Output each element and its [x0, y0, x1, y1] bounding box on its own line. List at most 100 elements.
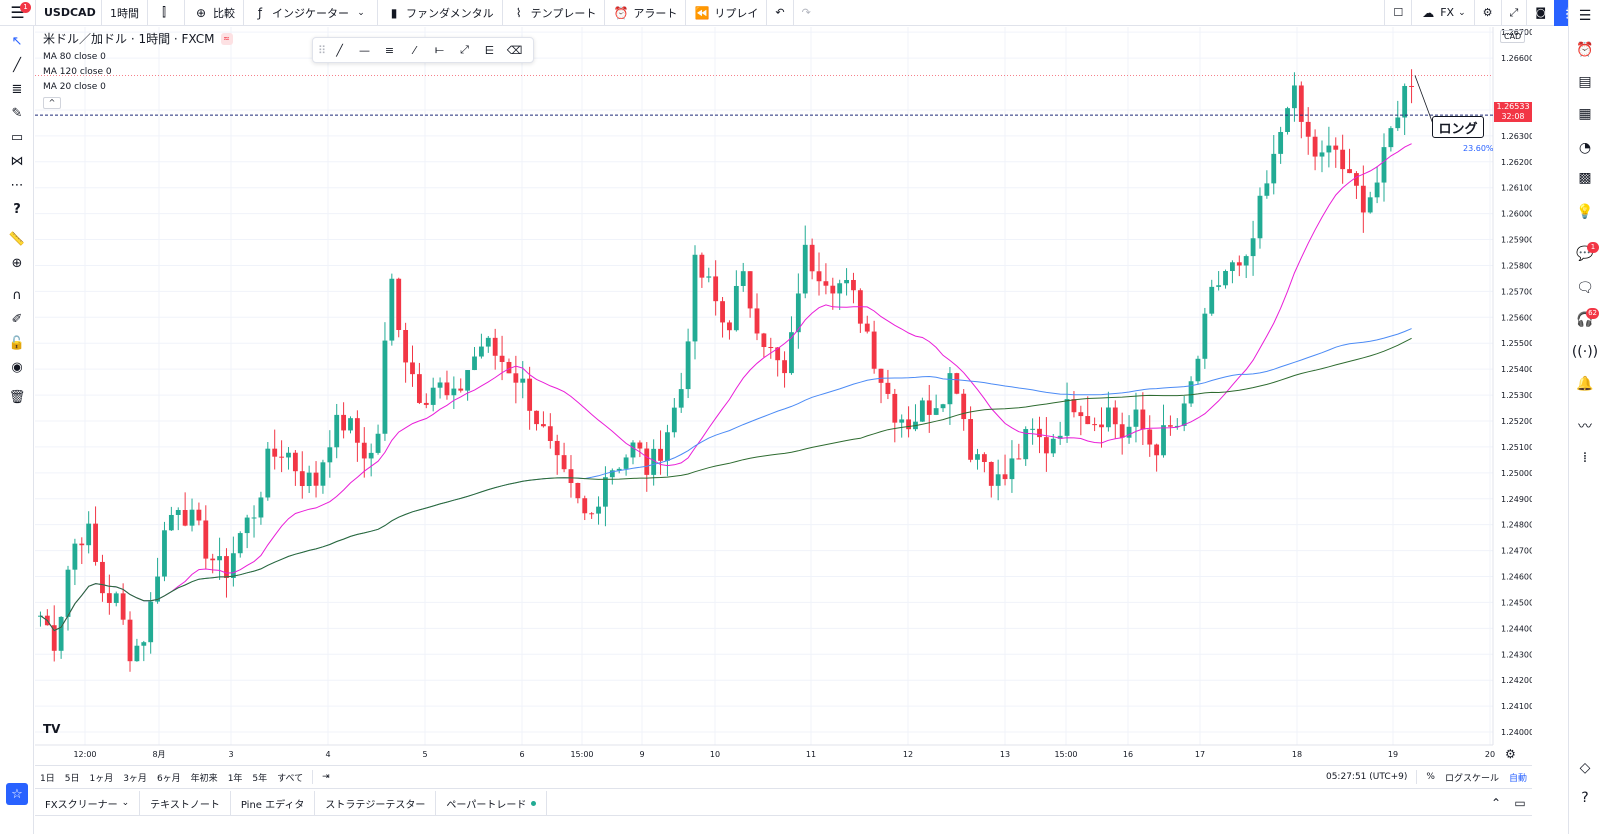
- help-icon[interactable]: ?: [13, 201, 21, 217]
- indicators-button[interactable]: ƒ インジケーター ⌄: [244, 0, 378, 26]
- streams-icon[interactable]: 🎧 62: [1576, 308, 1599, 328]
- broadcast-icon[interactable]: ((·)): [1571, 344, 1599, 360]
- maximize-panel-icon[interactable]: ▭: [1514, 796, 1526, 810]
- candle-body: [1037, 428, 1042, 438]
- fullscreen-button[interactable]: ⤢: [1500, 0, 1527, 26]
- tab-strategy-tester[interactable]: ストラテジーテスター: [315, 790, 437, 816]
- candle-body: [1071, 399, 1077, 413]
- redo-button[interactable]: ↷: [794, 0, 819, 26]
- symbol-search-button[interactable]: USDCAD: [36, 0, 102, 26]
- range-5d[interactable]: 5日: [64, 773, 80, 784]
- candle-body: [292, 452, 298, 472]
- lock-icon[interactable]: 🔓: [8, 335, 26, 351]
- settings-button[interactable]: ⚙: [1473, 0, 1501, 26]
- parallel-channel-icon[interactable]: ≡: [384, 43, 395, 57]
- templates-button[interactable]: ⌇ テンプレート: [503, 0, 606, 26]
- goto-date-icon[interactable]: ⇥: [322, 772, 330, 782]
- candle-body: [954, 373, 960, 394]
- candle-body: [554, 440, 560, 456]
- trendline-icon[interactable]: ╱: [336, 43, 343, 57]
- legend-ma20[interactable]: MA 20 close 0: [43, 82, 106, 92]
- eraser-icon[interactable]: ⌫: [506, 43, 523, 57]
- range-1m[interactable]: 1ヶ月: [89, 773, 114, 784]
- percent-toggle[interactable]: %: [1426, 772, 1435, 782]
- horizontal-ray-icon[interactable]: —: [359, 43, 370, 57]
- dots-grid-icon[interactable]: ⁞: [1582, 450, 1588, 466]
- range-1y[interactable]: 1年: [227, 773, 243, 784]
- watchlist-icon[interactable]: ☰: [1578, 8, 1592, 24]
- range-5y[interactable]: 5年: [252, 773, 268, 784]
- compare-button[interactable]: ⊕ 比較: [185, 0, 244, 26]
- tab-pine-editor[interactable]: Pine エディタ: [231, 790, 316, 816]
- replay-button[interactable]: ⏪ リプレイ: [686, 0, 768, 26]
- range-all[interactable]: すべて: [277, 773, 304, 784]
- range-divider: [1416, 770, 1418, 784]
- main-menu-button[interactable]: ☰ 1: [0, 0, 36, 26]
- messages-icon[interactable]: 🗨: [1576, 280, 1594, 296]
- layout-menu-button[interactable]: ☁ FX ⌄: [1411, 0, 1473, 26]
- fib-fan-icon[interactable]: ⋿: [484, 43, 495, 57]
- interval-button[interactable]: 1時間: [102, 0, 148, 26]
- bell-icon[interactable]: 🔔: [1576, 376, 1594, 392]
- range-1d[interactable]: 1日: [40, 773, 55, 784]
- calendar-icon[interactable]: ▩: [1578, 170, 1592, 186]
- magnet-icon[interactable]: ∩: [12, 287, 22, 303]
- axis-settings-gear-icon[interactable]: ⚙: [1505, 747, 1516, 761]
- trendline-icon[interactable]: ╱: [13, 57, 21, 73]
- long-callout[interactable]: ロング: [1432, 116, 1484, 138]
- alarm-clock-icon[interactable]: ⏰: [1576, 42, 1594, 58]
- candle-body: [1326, 145, 1332, 153]
- legend-ma120[interactable]: MA 120 close 0: [43, 67, 112, 77]
- drag-handle-icon[interactable]: ⠿: [317, 43, 327, 57]
- cursor-icon[interactable]: ↖: [11, 33, 23, 49]
- time-tick-label: 12: [903, 750, 913, 759]
- chart-type-button[interactable]: ⫿: [148, 0, 185, 26]
- snapshot-button[interactable]: ◙: [1526, 0, 1554, 26]
- trash-icon[interactable]: 🗑: [8, 389, 26, 405]
- zoom-in-icon[interactable]: ⊕: [11, 255, 23, 271]
- eye-icon[interactable]: ◉: [11, 359, 23, 375]
- chevron-up-icon[interactable]: ⌃: [1490, 796, 1502, 810]
- chat-icon[interactable]: 💬 1: [1569, 242, 1600, 266]
- prediction-icon[interactable]: ⋯: [10, 177, 24, 193]
- horizontal-line-icon[interactable]: ⟝: [434, 43, 445, 56]
- fundamentals-button[interactable]: ▮ ファンダメンタル: [378, 0, 503, 26]
- price-tick-label: 1.25500: [1501, 339, 1532, 348]
- data-window-icon[interactable]: ▦: [1578, 106, 1592, 122]
- alert-button[interactable]: ⏰ アラート: [605, 0, 687, 26]
- fib-retracement-icon[interactable]: ≣: [11, 81, 23, 97]
- tab-fx-screener[interactable]: FXスクリーナー ⌄: [35, 790, 141, 816]
- fullscreen-layout-button[interactable]: ☐: [1384, 0, 1411, 26]
- auto-scale-toggle[interactable]: 自動: [1508, 773, 1527, 784]
- price-chart[interactable]: 12:00 8月 3 4 5 6 15:00 9 10 11 12 13 15:00 16 17 18 19 20…: [35, 27, 1532, 765]
- clock-timezone[interactable]: 05:27:51 (UTC+9): [1325, 772, 1408, 782]
- candle-body: [1099, 424, 1104, 428]
- ray-icon[interactable]: ⁄: [413, 43, 416, 57]
- tab-text-notes[interactable]: テキストノート: [140, 790, 231, 816]
- pencil-lock-icon[interactable]: ✐: [11, 311, 23, 327]
- undo-button[interactable]: ↶: [767, 0, 794, 26]
- idea-bulb-icon[interactable]: 💡: [1576, 204, 1594, 220]
- candle-body: [1064, 399, 1070, 436]
- help-circle-icon[interactable]: ?: [1581, 790, 1589, 806]
- symbol-description: 米ドル／加ドル · 1時間 · FXCM: [43, 32, 215, 46]
- hotlist-icon[interactable]: ◔: [1578, 140, 1592, 156]
- layers-icon[interactable]: ◇: [1579, 760, 1591, 776]
- legend-ma80[interactable]: MA 80 close 0: [43, 52, 106, 62]
- log-scale-toggle[interactable]: ログスケール: [1444, 773, 1499, 784]
- brush-icon[interactable]: ✎: [11, 105, 23, 121]
- currency-label[interactable]: CAD: [1500, 30, 1526, 43]
- extended-line-icon[interactable]: ⤢: [460, 43, 469, 56]
- range-3m[interactable]: 3ヶ月: [123, 773, 147, 784]
- text-icon[interactable]: ▭: [10, 129, 24, 145]
- pattern-icon[interactable]: ⋈: [10, 153, 24, 169]
- range-6m[interactable]: 6ヶ月: [156, 773, 181, 784]
- star-icon[interactable]: ☆: [6, 783, 28, 805]
- range-ytd[interactable]: 年初来: [190, 773, 218, 784]
- ruler-icon[interactable]: 📏: [8, 231, 26, 247]
- chart-line-icon[interactable]: 〰: [1578, 419, 1592, 435]
- news-icon[interactable]: ▤: [1578, 74, 1592, 90]
- legend-collapse-button[interactable]: ^: [43, 97, 61, 109]
- price-tick-label: 1.24600: [1501, 573, 1532, 582]
- tab-paper-trading[interactable]: ペーパートレード: [436, 790, 548, 816]
